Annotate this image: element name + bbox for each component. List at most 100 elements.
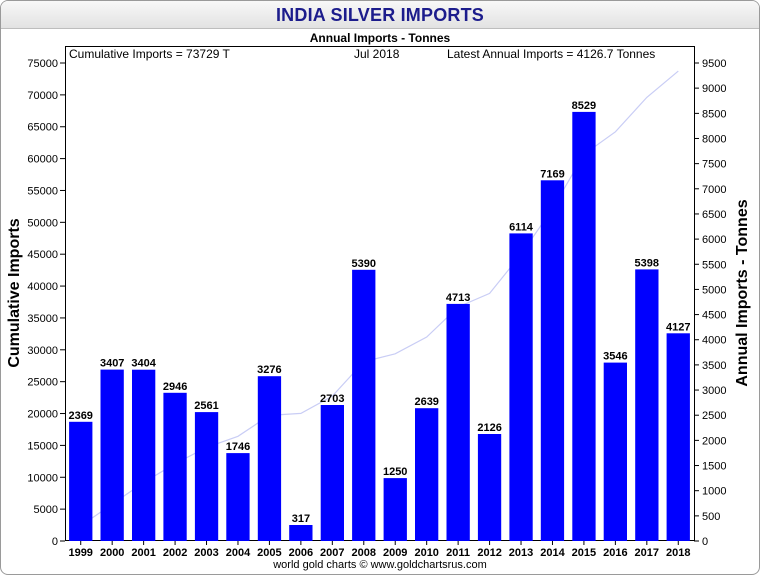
x-tick-label: 2009 — [383, 547, 407, 559]
annual-imports-bar — [352, 269, 376, 541]
bar-value-label: 2369 — [68, 410, 92, 422]
y-left-tick-label: 65000 — [27, 122, 58, 134]
bar-value-label: 3546 — [603, 351, 627, 363]
annual-imports-bar — [194, 412, 219, 541]
y-right-tick-label: 5500 — [702, 259, 726, 271]
x-tick-label: 2014 — [540, 547, 565, 559]
x-tick-label: 2018 — [666, 547, 690, 559]
y-right-tick-label: 3000 — [702, 385, 726, 397]
bar-value-label: 4713 — [446, 292, 470, 304]
y-left-tick-label: 30000 — [27, 345, 58, 357]
annual-imports-bar — [635, 269, 659, 541]
annual-imports-bar — [415, 408, 439, 541]
bar-value-label: 317 — [292, 513, 310, 525]
x-tick-label: 2012 — [477, 547, 501, 559]
annual-imports-bar — [257, 376, 282, 541]
y-right-tick-label: 7500 — [702, 159, 726, 171]
annual-imports-bar — [163, 392, 187, 541]
y-right-tick-label: 4000 — [702, 335, 726, 347]
annual-imports-bar — [477, 434, 502, 541]
x-tick-label: 2007 — [320, 547, 344, 559]
y-right-tick-label: 1500 — [702, 461, 726, 473]
y-right-tick-label: 2500 — [702, 410, 726, 422]
annual-imports-bar — [69, 421, 93, 541]
bar-value-label: 8529 — [572, 100, 596, 112]
annual-imports-bar — [320, 405, 344, 541]
x-tick-label: 2011 — [446, 547, 470, 559]
y-right-tick-label: 2000 — [702, 435, 726, 447]
bar-value-label: 5398 — [635, 257, 659, 269]
x-tick-label: 2002 — [163, 547, 187, 559]
y-right-tick-label: 9500 — [702, 58, 726, 70]
cumulative-imports-label: Cumulative Imports = 73729 T — [69, 47, 230, 61]
x-tick-label: 2016 — [603, 547, 627, 559]
x-tick-label: 2000 — [100, 547, 124, 559]
footer-credit: world gold charts © www.goldchartsrus.co… — [273, 559, 487, 571]
y-left-tick-label: 25000 — [27, 377, 58, 389]
annual-imports-bar — [100, 369, 124, 541]
y-right-tick-label: 1000 — [702, 486, 726, 498]
bar-value-label: 4127 — [666, 321, 690, 333]
chart-title: INDIA SILVER IMPORTS — [275, 5, 484, 25]
x-tick-label: 2004 — [226, 547, 251, 559]
y-left-tick-label: 60000 — [27, 154, 58, 166]
y-right-tick-label: 8000 — [702, 133, 726, 145]
y-left-tick-label: 45000 — [27, 249, 58, 261]
bar-value-label: 1250 — [383, 466, 407, 478]
x-tick-label: 2017 — [635, 547, 659, 559]
y-left-tick-label: 20000 — [27, 409, 58, 421]
bar-value-label: 2946 — [163, 381, 187, 393]
y-right-tick-label: 8500 — [702, 108, 726, 120]
y-right-tick-label: 6500 — [702, 209, 726, 221]
y-left-tick-label: 50000 — [27, 217, 58, 229]
y-axis-right-label: Annual Imports - Tonnes — [734, 199, 751, 387]
bar-value-label: 2703 — [320, 393, 344, 405]
annual-imports-bar — [383, 478, 407, 541]
y-right-tick-label: 6000 — [702, 234, 726, 246]
x-tick-label: 2001 — [131, 547, 155, 559]
y-axis-left-label: Cumulative Imports — [6, 218, 23, 368]
y-left-tick-label: 75000 — [27, 58, 58, 70]
x-tick-label: 2010 — [414, 547, 438, 559]
y-right-tick-label: 5000 — [702, 284, 726, 296]
annual-imports-bar — [132, 369, 156, 541]
bar-value-label: 1746 — [226, 441, 250, 453]
annual-imports-bar — [540, 180, 565, 542]
x-tick-label: 2008 — [352, 547, 376, 559]
annual-imports-bar — [446, 303, 470, 541]
y-right-tick-label: 7000 — [702, 184, 726, 196]
bar-value-label: 3276 — [257, 364, 281, 376]
y-right-tick-label: 9000 — [702, 83, 726, 95]
y-left-tick-label: 35000 — [27, 313, 58, 325]
x-tick-label: 2013 — [509, 547, 533, 559]
y-right-tick-label: 0 — [702, 536, 708, 548]
bar-value-label: 7169 — [540, 168, 564, 180]
annual-imports-bar — [226, 453, 250, 541]
y-left-tick-label: 55000 — [27, 185, 58, 197]
y-left-tick-label: 70000 — [27, 90, 58, 102]
annual-imports-bar — [603, 362, 627, 541]
annual-imports-bar — [666, 333, 690, 541]
bar-value-label: 2126 — [477, 422, 501, 434]
x-tick-label: 1999 — [68, 547, 92, 559]
bar-value-label: 3404 — [131, 358, 156, 370]
y-left-tick-label: 5000 — [34, 504, 58, 516]
x-tick-label: 2006 — [289, 547, 313, 559]
x-tick-label: 2003 — [194, 547, 218, 559]
annual-imports-bar — [509, 233, 533, 541]
y-left-tick-label: 10000 — [27, 472, 58, 484]
y-right-tick-label: 500 — [702, 511, 720, 523]
bar-value-label: 6114 — [509, 221, 534, 233]
annual-imports-bar — [289, 525, 313, 541]
chart-subtitle: Annual Imports - Tonnes — [309, 31, 451, 45]
latest-annual-imports-label: Latest Annual Imports = 4126.7 Tonnes — [447, 47, 656, 61]
y-left-tick-label: 15000 — [27, 440, 58, 452]
title-bar — [1, 1, 759, 29]
y-right-tick-label: 3500 — [702, 360, 726, 372]
bar-value-label: 5390 — [352, 258, 376, 270]
annual-imports-bar — [572, 111, 596, 542]
bar-value-label: 2561 — [194, 400, 218, 412]
x-tick-label: 2015 — [572, 547, 596, 559]
